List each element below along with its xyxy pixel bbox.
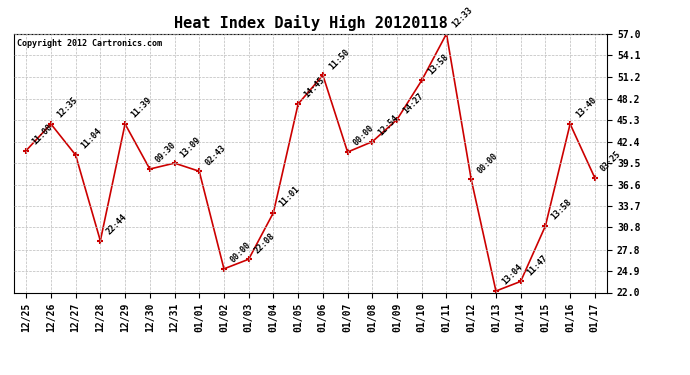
Text: 00:00: 00:00 <box>352 124 376 148</box>
Text: 11:47: 11:47 <box>525 253 549 277</box>
Text: 00:00: 00:00 <box>475 151 500 175</box>
Text: 11:00: 11:00 <box>30 122 55 146</box>
Text: 02:43: 02:43 <box>204 143 228 167</box>
Text: 12:54: 12:54 <box>377 114 400 138</box>
Text: Copyright 2012 Cartronics.com: Copyright 2012 Cartronics.com <box>17 39 161 48</box>
Text: 00:00: 00:00 <box>228 241 252 265</box>
Text: 14:27: 14:27 <box>401 91 425 116</box>
Text: 13:40: 13:40 <box>574 96 598 120</box>
Text: 12:35: 12:35 <box>55 96 79 120</box>
Text: 11:01: 11:01 <box>277 184 302 209</box>
Text: 11:50: 11:50 <box>327 47 351 71</box>
Text: 03:25: 03:25 <box>599 150 623 174</box>
Text: 12:33: 12:33 <box>451 6 475 30</box>
Text: 22:44: 22:44 <box>104 213 128 237</box>
Text: 13:58: 13:58 <box>549 198 573 222</box>
Text: 11:39: 11:39 <box>129 96 153 120</box>
Text: 11:04: 11:04 <box>80 127 104 151</box>
Title: Heat Index Daily High 20120118: Heat Index Daily High 20120118 <box>174 15 447 31</box>
Text: 13:04: 13:04 <box>500 263 524 287</box>
Text: 13:58: 13:58 <box>426 52 450 76</box>
Text: 09:30: 09:30 <box>154 141 178 165</box>
Text: 13:09: 13:09 <box>179 135 203 159</box>
Text: 14:45: 14:45 <box>302 76 326 100</box>
Text: 22:08: 22:08 <box>253 231 277 255</box>
